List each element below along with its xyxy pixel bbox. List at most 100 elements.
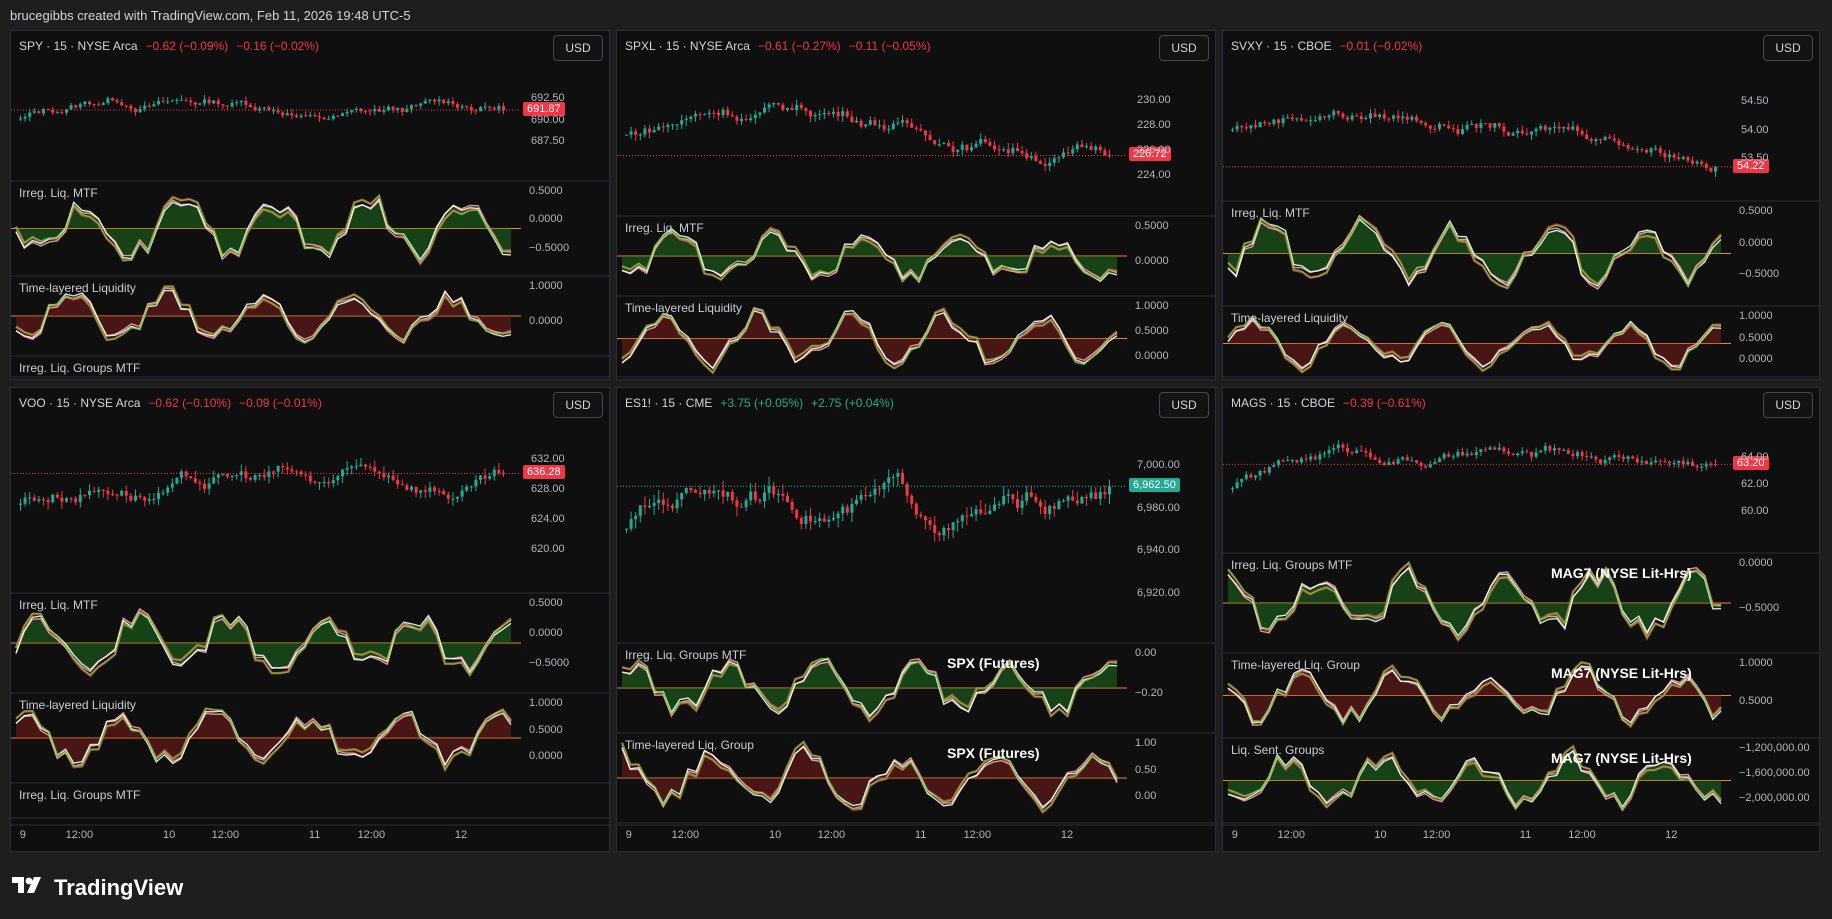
indicator-label[interactable]: Irreg. Liq. Groups MTF: [19, 361, 141, 375]
currency-button[interactable]: USD: [1763, 392, 1813, 418]
symbol-legend[interactable]: MAGS · 15 · CBOE −0.39 (−0.61%): [1231, 396, 1434, 410]
candle: [1548, 127, 1552, 130]
symbol-title[interactable]: ES1! · 15 · CME: [625, 396, 713, 410]
symbol-legend[interactable]: SPY · 15 · NYSE Arca −0.62 (−0.09%) −0.16 …: [19, 39, 319, 53]
candle: [1562, 449, 1566, 451]
candle: [878, 488, 881, 490]
chart-canvas[interactable]: [1223, 388, 1820, 852]
symbol-legend[interactable]: ES1! · 15 · CME +3.75 (+0.05%) +2.75 (+0.0…: [625, 396, 894, 410]
candle: [1502, 126, 1506, 132]
candle: [740, 506, 743, 508]
indicator-axis-tick: 0.50: [1135, 763, 1157, 776]
chart-canvas[interactable]: [617, 388, 1216, 852]
candle: [1281, 460, 1285, 462]
currency-button[interactable]: USD: [553, 35, 603, 61]
currency-button[interactable]: USD: [553, 392, 603, 418]
indicator-line: [1227, 661, 1722, 727]
candle: [78, 104, 82, 108]
candle: [345, 111, 349, 114]
candle: [74, 498, 78, 503]
candle: [1396, 459, 1400, 464]
candle: [267, 471, 271, 477]
candle: [1631, 148, 1635, 150]
candle: [147, 105, 151, 107]
indicator-line: [15, 611, 512, 674]
indicator-label[interactable]: Time-layered Liquidity: [1231, 311, 1348, 325]
candle: [763, 492, 766, 502]
indicator-label[interactable]: Time-layered Liquidity: [19, 281, 136, 295]
candle: [1373, 457, 1377, 460]
chart-canvas[interactable]: [11, 31, 610, 380]
candle: [331, 480, 335, 484]
candle: [841, 111, 845, 117]
candle: [134, 108, 137, 113]
chart-panel[interactable]: SPXL · 15 · NYSE Arca −0.61 (−0.27%) −0.11…: [616, 30, 1216, 380]
candle: [822, 518, 826, 522]
candle: [239, 471, 243, 475]
indicator-label[interactable]: Time-layered Liquidity: [625, 301, 742, 315]
indicator-label[interactable]: Irreg. Liq. MTF: [19, 186, 98, 200]
chart-panel[interactable]: SVXY · 15 · CBOE −0.01 (−0.02%) USD 54.22 54…: [1222, 30, 1820, 380]
time-axis-tick: 11: [308, 829, 321, 841]
candle: [170, 483, 174, 488]
candle: [1530, 452, 1533, 457]
symbol-title[interactable]: SVXY · 15 · CBOE: [1231, 39, 1332, 53]
indicator-label[interactable]: Time-layered Liq. Group: [1231, 658, 1360, 672]
candle: [661, 126, 665, 128]
candle: [1507, 451, 1510, 454]
chart-panel[interactable]: MAGS · 15 · CBOE −0.39 (−0.61%) USD 63.20 64…: [1222, 387, 1820, 852]
candle: [928, 135, 932, 141]
indicator-label[interactable]: Irreg. Liq. MTF: [19, 598, 98, 612]
candle: [1029, 492, 1033, 497]
symbol-title[interactable]: SPXL · 15 · NYSE Arca: [625, 39, 750, 53]
candle: [680, 120, 684, 125]
candle: [19, 118, 22, 120]
symbol-title[interactable]: VOO · 15 · NYSE Arca: [19, 396, 141, 410]
candle: [272, 110, 275, 112]
candle: [988, 510, 992, 515]
tradingview-logo[interactable]: TradingView: [12, 875, 183, 901]
candle: [428, 99, 432, 101]
indicator-label[interactable]: Irreg. Liq. MTF: [625, 221, 704, 235]
indicator-area: [16, 711, 511, 765]
indicator-label[interactable]: Irreg. Liq. Groups MTF: [1231, 558, 1353, 572]
candle: [735, 116, 739, 121]
currency-button[interactable]: USD: [1763, 35, 1813, 61]
candle: [1020, 151, 1024, 154]
indicator-label[interactable]: Irreg. Liq. Groups MTF: [19, 788, 141, 802]
indicator-label[interactable]: Time-layered Liq. Group: [625, 738, 754, 752]
chart-panel[interactable]: VOO · 15 · NYSE Arca −0.62 (−0.10%) −0.09 …: [10, 387, 610, 852]
candle: [1369, 452, 1372, 458]
symbol-legend[interactable]: SPXL · 15 · NYSE Arca −0.61 (−0.27%) −0.11…: [625, 39, 931, 53]
chart-canvas[interactable]: [617, 31, 1216, 380]
candle: [1704, 463, 1708, 467]
candle: [1281, 118, 1285, 124]
chart-canvas[interactable]: [11, 388, 610, 852]
candle: [1553, 126, 1556, 128]
indicator-line: [621, 745, 1118, 809]
symbol-title[interactable]: SPY · 15 · NYSE Arca: [19, 39, 138, 53]
candle: [1635, 458, 1639, 463]
candle: [433, 487, 436, 492]
chart-canvas[interactable]: [1223, 31, 1820, 380]
symbol-title[interactable]: MAGS · 15 · CBOE: [1231, 396, 1336, 410]
currency-button[interactable]: USD: [1159, 35, 1209, 61]
currency-button[interactable]: USD: [1159, 392, 1209, 418]
candle: [1011, 147, 1015, 154]
candle: [216, 100, 220, 105]
indicator-axis-tick: 0.0000: [1135, 255, 1169, 267]
chart-panel[interactable]: ES1! · 15 · CME +3.75 (+0.05%) +2.75 (+0.0…: [616, 387, 1216, 852]
indicator-label[interactable]: Time-layered Liquidity: [19, 698, 136, 712]
candle: [1691, 461, 1694, 467]
indicator-label[interactable]: Irreg. Liq. MTF: [1231, 206, 1310, 220]
indicator-line: [1227, 745, 1722, 811]
indicator-label[interactable]: Irreg. Liq. Groups MTF: [625, 648, 747, 662]
candle: [299, 115, 303, 117]
indicator-label[interactable]: Liq. Sent. Groups: [1231, 743, 1325, 757]
candle: [460, 490, 464, 497]
symbol-legend[interactable]: VOO · 15 · NYSE Arca −0.62 (−0.10%) −0.09 …: [19, 396, 322, 410]
price-axis-tick: 6,980.00: [1137, 501, 1180, 514]
indicator-line: [1227, 217, 1722, 287]
chart-panel[interactable]: SPY · 15 · NYSE Arca −0.62 (−0.09%) −0.16 …: [10, 30, 610, 380]
symbol-legend[interactable]: SVXY · 15 · CBOE −0.01 (−0.02%): [1231, 39, 1430, 53]
